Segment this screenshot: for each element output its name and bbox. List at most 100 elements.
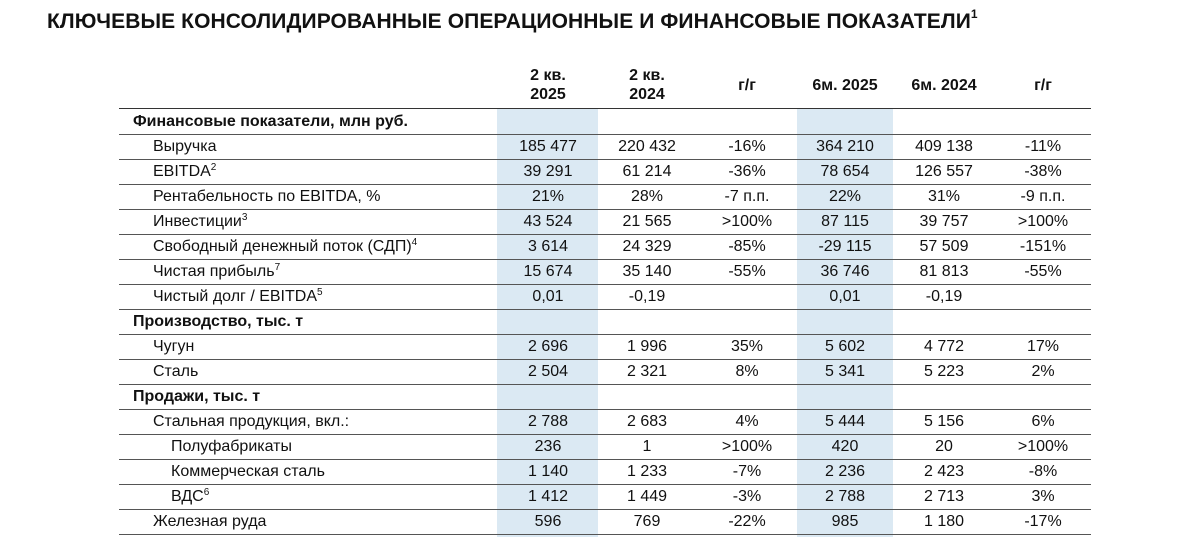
table-cell: 409 138: [915, 138, 973, 155]
footnote-marker: 3: [241, 212, 248, 223]
table-cell: >100%: [1017, 213, 1069, 230]
column-header-line2: 2025: [530, 86, 566, 103]
table-cell: 4%: [735, 413, 759, 430]
table-cell: 36 746: [820, 263, 870, 280]
table-cell: >100%: [1017, 438, 1069, 455]
table-row: Свободный денежный поток (СДП)4 3 614 24 3…: [119, 234, 1091, 260]
table-cell: 20: [935, 438, 953, 455]
table-cell: 6%: [1031, 413, 1055, 430]
table-row: EBITDA2 39 291 61 214 -36% 78 654 126 557 -38%: [119, 159, 1091, 185]
table-cell: 5 341: [824, 363, 866, 380]
table-cell: 2 423: [923, 463, 965, 480]
table-cell: 420: [831, 438, 859, 455]
table-row: ВДС6 1 412 1 449 -3% 2 788 2 713 3%: [119, 484, 1091, 510]
table-cell: 2 696: [527, 338, 569, 355]
table-cell: 4 772: [923, 338, 965, 355]
row-label: Железная руда: [153, 513, 267, 530]
row-label: ВДС6: [171, 487, 210, 505]
table-cell: 81 813: [919, 263, 969, 280]
highlight-column-6m-2025: [797, 108, 893, 537]
row-label: Свободный денежный поток (СДП)4: [153, 237, 418, 255]
section-header-row: Производство, тыс. т: [119, 309, 1091, 335]
column-header-line1: г/г: [738, 77, 756, 94]
table-cell: 5 156: [923, 413, 965, 430]
table-cell: 1 233: [626, 463, 668, 480]
table-cell: 220 432: [618, 138, 676, 155]
row-label: Сталь: [153, 363, 199, 380]
table-cell: 22%: [828, 188, 862, 205]
table-row: Чистый долг / EBITDA5 0,01 -0,19 0,01 -0,19: [119, 284, 1091, 310]
column-header-2: г/г: [699, 76, 795, 95]
table-cell: 364 210: [816, 138, 874, 155]
table-cell: 2 504: [527, 363, 569, 380]
table-cell: >100%: [721, 438, 773, 455]
table-cell: -3%: [732, 488, 762, 505]
table-cell: 126 557: [915, 163, 973, 180]
table-cell: -7 п.п.: [724, 188, 770, 205]
table-cell: 5 602: [824, 338, 866, 355]
row-label: Коммерческая сталь: [171, 463, 325, 480]
title-footnote: 1: [970, 7, 978, 21]
table-row: Коммерческая сталь 1 140 1 233 -7% 2 236 2 42…: [119, 459, 1091, 485]
column-header-0: 2 кв. 2025: [500, 66, 596, 104]
table-cell: 21%: [531, 188, 565, 205]
table-cell: 2 321: [626, 363, 668, 380]
table-cell: 236: [534, 438, 562, 455]
table-cell: -55%: [1024, 263, 1062, 280]
column-header-line1: 2 кв.: [629, 67, 665, 84]
section-header-row: Продажи, тыс. т: [119, 384, 1091, 410]
row-label: Полуфабрикаты: [171, 438, 292, 455]
table-cell: 15 674: [523, 263, 573, 280]
table-cell: 24 329: [622, 238, 672, 255]
table-cell: 5 223: [923, 363, 965, 380]
table-cell: 0,01: [829, 288, 861, 305]
table-cell: 769: [633, 513, 661, 530]
table-cell: 87 115: [821, 213, 869, 230]
table-row: Железная руда 596 769 -22% 985 1 180 -17%: [119, 509, 1091, 535]
footnote-marker: 7: [274, 262, 281, 273]
footnote-marker: 2: [210, 162, 217, 173]
footnote-marker: 6: [203, 487, 210, 498]
table-cell: 1 180: [923, 513, 965, 530]
column-header-1: 2 кв. 2024: [599, 66, 695, 104]
table-cell: 3%: [1031, 488, 1055, 505]
row-label: Производство, тыс. т: [133, 313, 304, 330]
table-cell: 2%: [1031, 363, 1055, 380]
table-row: Выручка 185 477 220 432 -16% 364 210 409 138 -…: [119, 134, 1091, 160]
table-cell: -0,19: [925, 288, 963, 305]
row-label: Инвестиции3: [153, 212, 248, 230]
row-label: Выручка: [153, 138, 217, 155]
table-cell: 43 524: [523, 213, 573, 230]
column-header-line1: 6м. 2024: [911, 77, 977, 94]
page-title: КЛЮЧЕВЫЕ КОНСОЛИДИРОВАННЫЕ ОПЕРАЦИОННЫЕ …: [47, 7, 978, 33]
row-label: Чистая прибыль7: [153, 262, 281, 280]
row-label: Чистый долг / EBITDA5: [153, 287, 323, 305]
table-cell: >100%: [721, 213, 773, 230]
table-cell: 185 477: [519, 138, 577, 155]
table-cell: 31%: [927, 188, 961, 205]
header-divider: [119, 108, 1091, 109]
table-row: Сталь 2 504 2 321 8% 5 341 5 223 2%: [119, 359, 1091, 385]
footnote-marker: 5: [317, 287, 323, 298]
table-row: Чугун 2 696 1 996 35% 5 602 4 772 17%: [119, 334, 1091, 360]
table-cell: -85%: [728, 238, 766, 255]
table-cell: -55%: [728, 263, 766, 280]
table-cell: 21 565: [622, 213, 672, 230]
table-cell: -7%: [732, 463, 762, 480]
row-label: Финансовые показатели, млн руб.: [133, 113, 408, 130]
column-header-5: г/г: [995, 76, 1091, 95]
row-label: Рентабельность по EBITDA, %: [153, 188, 381, 205]
table-cell: -8%: [1028, 463, 1058, 480]
table-cell: 1 996: [626, 338, 668, 355]
table-cell: -151%: [1019, 238, 1067, 255]
column-header-4: 6м. 2024: [896, 76, 992, 95]
table-cell: 28%: [630, 188, 664, 205]
table-row: Стальная продукция, вкл.: 2 788 2 683 4% 5 4…: [119, 409, 1091, 435]
table-cell: 35%: [730, 338, 764, 355]
table-cell: 17%: [1026, 338, 1060, 355]
table-cell: 5 444: [824, 413, 866, 430]
column-header-line2: 2024: [629, 86, 665, 103]
row-label: Чугун: [153, 338, 195, 355]
column-header-line1: 6м. 2025: [812, 77, 878, 94]
row-label: Продажи, тыс. т: [133, 388, 261, 405]
